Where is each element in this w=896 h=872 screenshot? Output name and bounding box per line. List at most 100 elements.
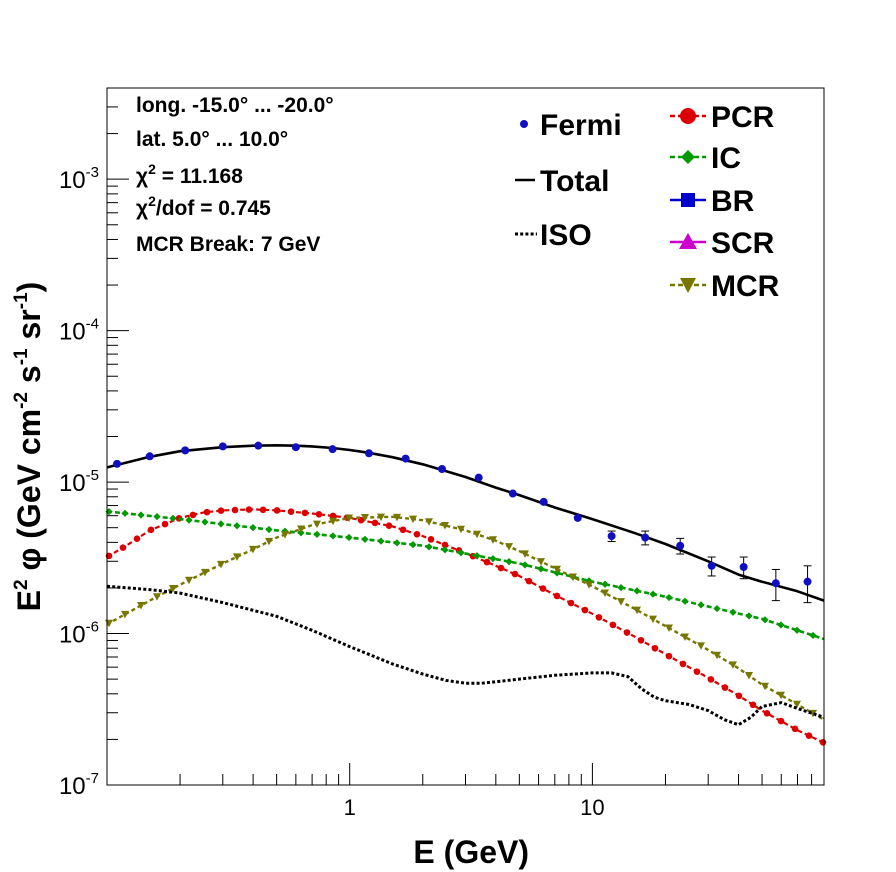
- pcr-marker: [259, 506, 267, 514]
- fermi-data-point: [218, 442, 227, 451]
- pcr-marker: [721, 684, 729, 691]
- mcr-marker: [601, 589, 609, 598]
- info-text-line: χ2 = 11.168: [136, 161, 243, 188]
- mcr-marker: [425, 518, 433, 526]
- y-tick-label: 10-4: [59, 316, 99, 346]
- mcr-marker: [681, 633, 689, 641]
- mcr-marker: [713, 651, 721, 660]
- pcr-marker: [371, 519, 379, 527]
- y-tick-label: 10-6: [59, 619, 99, 649]
- pcr-marker: [679, 660, 687, 668]
- pcr-marker: [203, 508, 211, 516]
- plot-frame: [106, 87, 825, 786]
- mcr-marker: [665, 624, 673, 633]
- pcr-marker: [441, 541, 449, 549]
- ic-marker: [233, 522, 241, 530]
- pcr-marker: [497, 564, 505, 572]
- fermi-data-point: [401, 454, 410, 463]
- info-text-line: long. -15.0° ... -20.0°: [136, 94, 334, 117]
- ic-marker: [185, 516, 193, 524]
- ic-marker: [617, 583, 625, 592]
- mcr-marker: [201, 568, 209, 577]
- legend-pcr-marker: [680, 108, 696, 124]
- ic-marker: [633, 587, 641, 595]
- iso-series-line: [106, 584, 825, 727]
- pcr-marker: [805, 732, 813, 739]
- pcr-marker: [385, 522, 393, 530]
- mcr-marker: [377, 513, 385, 522]
- mcr-marker: [281, 531, 289, 539]
- mcr-marker: [329, 517, 337, 526]
- ic-marker: [121, 509, 129, 517]
- mcr-marker: [777, 691, 785, 700]
- pcr-marker: [581, 606, 589, 614]
- axes-group: 1 10 10-7 10-6 10-5 10-4 10-3 E (GeV) E2 φ (GeV …: [11, 87, 825, 870]
- mcr-marker: [553, 565, 561, 574]
- ic-marker: [409, 541, 417, 549]
- ic-marker: [473, 552, 481, 560]
- mcr-marker: [297, 525, 305, 534]
- fermi-data-point: [437, 465, 446, 474]
- ic-marker: [169, 514, 177, 522]
- pcr-marker: [189, 511, 197, 519]
- ic-marker: [249, 524, 257, 532]
- mcr-marker: [169, 584, 177, 593]
- y-axis-label: E2 φ (GeV cm-2 s-1 sr-1): [11, 282, 47, 612]
- pcr-marker: [651, 644, 659, 652]
- ic-marker: [521, 561, 529, 569]
- fermi-data-point: [181, 446, 190, 455]
- pcr-marker: [609, 621, 617, 629]
- fermi-data-point: [113, 459, 122, 468]
- y-tick-label: 10-3: [59, 164, 99, 194]
- mcr-marker: [409, 515, 417, 524]
- ic-marker: [713, 604, 721, 613]
- fermi-data-point: [328, 445, 337, 454]
- mcr-marker: [489, 536, 497, 544]
- ic-marker: [457, 549, 465, 557]
- mcr-marker: [457, 525, 465, 534]
- pcr-marker: [539, 585, 547, 592]
- pcr-marker: [777, 717, 785, 725]
- mcr-marker: [121, 610, 129, 619]
- ic-marker: [217, 520, 225, 528]
- mcr-marker: [345, 514, 353, 523]
- pcr-marker: [763, 710, 771, 717]
- info-text-line: MCR Break: 7 GeV: [136, 233, 320, 256]
- mcr-marker: [745, 672, 753, 680]
- legend-label-mcr: MCR: [711, 270, 780, 303]
- mcr-marker: [265, 537, 273, 546]
- mcr-marker: [761, 682, 769, 691]
- ic-marker: [345, 533, 353, 542]
- pcr-marker: [567, 599, 575, 607]
- ic-marker: [441, 546, 449, 554]
- pcr-marker: [273, 507, 281, 514]
- fermi-data-point: [474, 473, 483, 482]
- y-tick-label: 10-7: [59, 770, 99, 800]
- pcr-marker: [735, 692, 743, 700]
- ic-marker: [761, 616, 769, 624]
- mcr-marker: [393, 513, 401, 522]
- ic-marker: [313, 530, 321, 538]
- fermi-data-point: [291, 443, 300, 452]
- legend-label-scr: SCR: [711, 227, 775, 260]
- ic-marker: [137, 511, 145, 519]
- fermi-data-point: [771, 579, 780, 588]
- fermi-data-point: [573, 513, 582, 522]
- fermi-data-point: [145, 452, 154, 461]
- pcr-marker: [791, 725, 799, 733]
- fermi-data-point: [364, 449, 373, 458]
- legend-label-iso: ISO: [540, 219, 592, 252]
- y-tick-label: 10-5: [59, 467, 99, 497]
- pcr-marker: [427, 536, 435, 543]
- pcr-marker: [819, 739, 827, 746]
- mcr-marker: [217, 560, 225, 569]
- legend-fermi-marker: [520, 120, 528, 128]
- ic-marker: [393, 539, 401, 547]
- pcr-marker: [399, 526, 407, 534]
- mcr-marker: [649, 615, 657, 624]
- mcr-marker: [137, 601, 145, 610]
- mcr-marker: [633, 606, 641, 615]
- mcr-marker: [185, 576, 193, 585]
- pcr-marker: [161, 520, 169, 528]
